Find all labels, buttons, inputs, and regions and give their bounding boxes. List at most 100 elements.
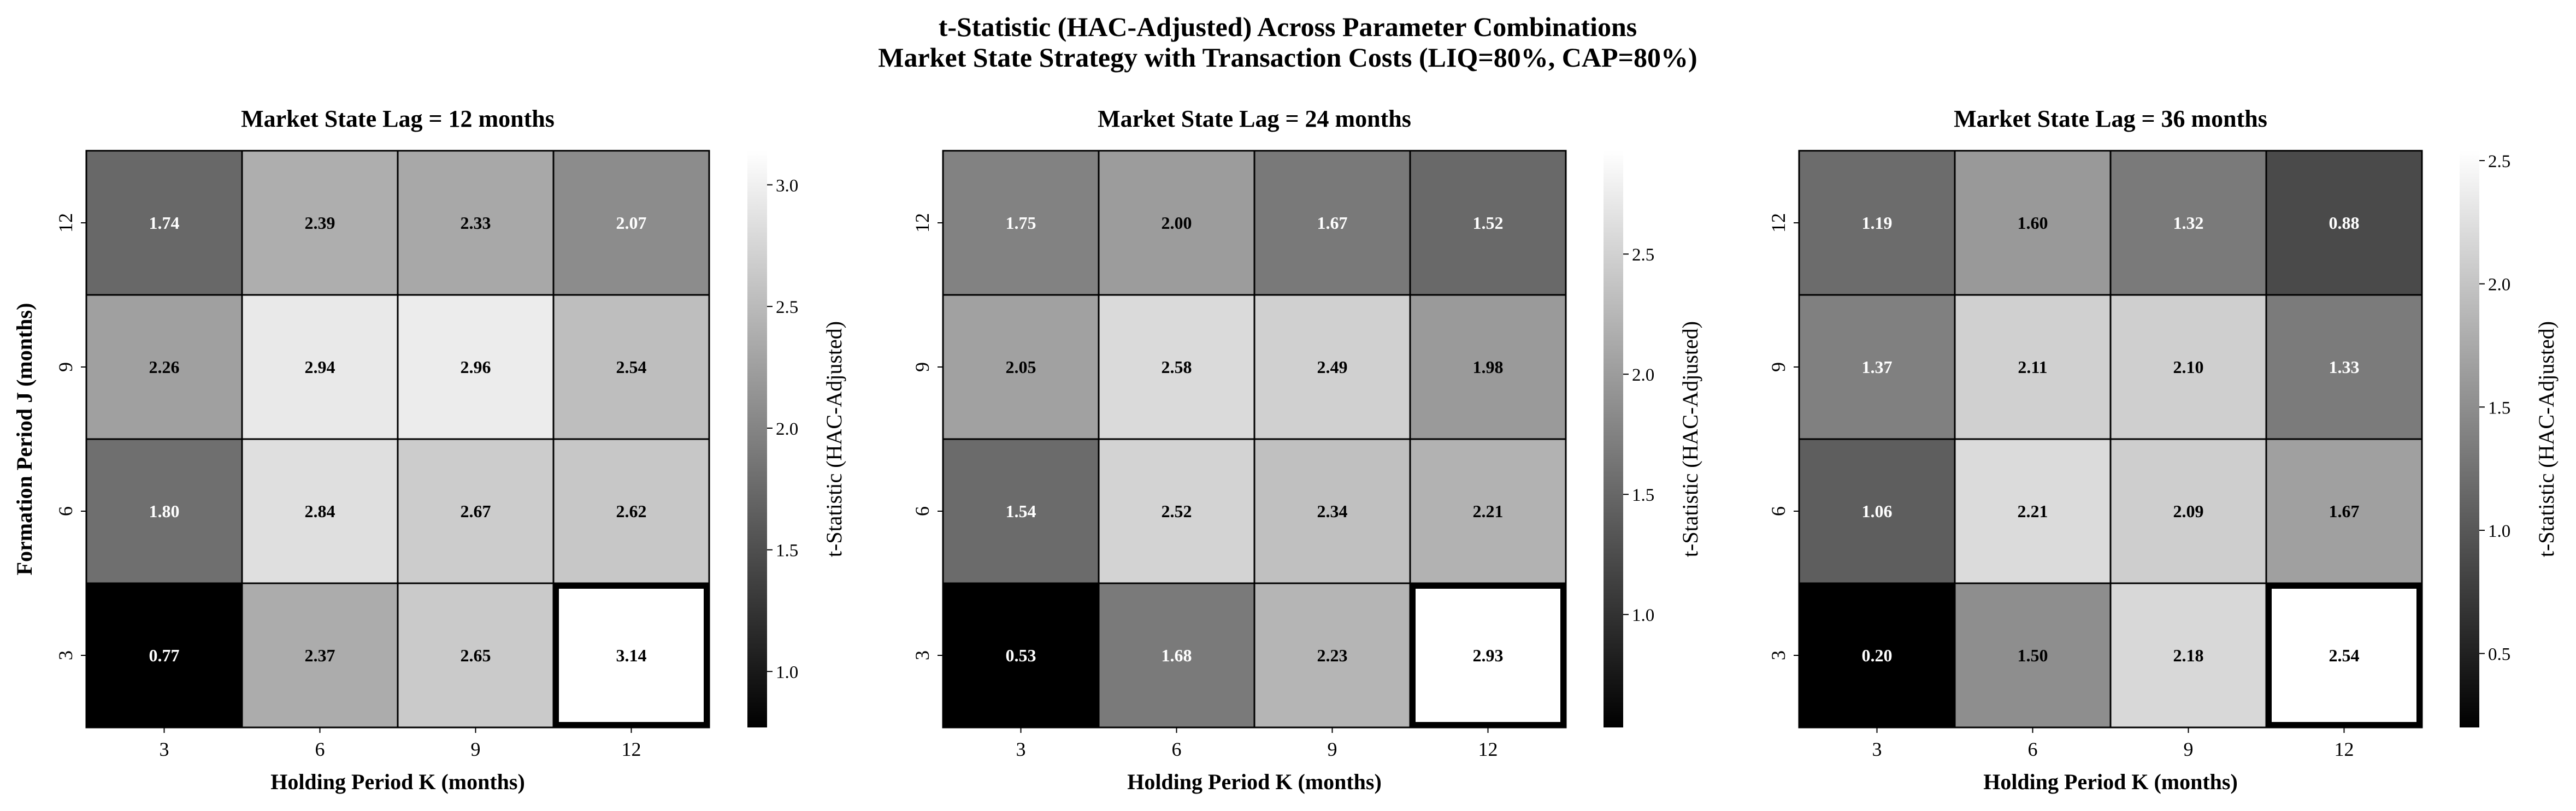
cell-value-label: 2.34 xyxy=(1317,501,1348,521)
cell-value-label: 1.60 xyxy=(2018,213,2048,233)
heatmap-panel-3: Market State Lag = 36 months 1.19 1.60 1.32… xyxy=(1767,105,2559,794)
heatmap-cell xyxy=(2265,294,2423,440)
heatmap-cell xyxy=(942,438,1100,584)
cell-value-label: 2.39 xyxy=(305,213,335,233)
cell-value-label: 1.54 xyxy=(1006,501,1036,521)
heatmap-cell xyxy=(552,294,710,440)
heatmap-cell xyxy=(2265,582,2423,729)
cell-value-label: 2.93 xyxy=(1473,646,1504,665)
cell-value-label: 2.09 xyxy=(2173,501,2204,521)
cell-value-label: 1.80 xyxy=(149,501,180,521)
y-tick-label: 6 xyxy=(911,506,933,516)
cell-value-label: 2.21 xyxy=(2018,501,2048,521)
heatmap-cell xyxy=(85,294,243,440)
cell-value-label: 2.62 xyxy=(616,501,647,521)
heatmap-cell xyxy=(1409,294,1567,440)
heatmap-cell xyxy=(1798,582,1956,729)
colorbar-tick-label: 2.0 xyxy=(2488,275,2510,295)
heatmap-panels: Market State Lag = 12 months 1.74 2.39 2.33… xyxy=(12,105,2559,794)
y-tick-label: 6 xyxy=(55,506,76,516)
cell-value-label: 2.00 xyxy=(1162,213,1192,233)
colorbar-tick-label: 2.0 xyxy=(776,419,798,439)
cell-value-label: 2.11 xyxy=(2018,357,2047,377)
y-tick-label: 12 xyxy=(911,213,933,233)
cell-value-label: 0.20 xyxy=(1862,646,1893,665)
highlight-best-cell xyxy=(2266,583,2422,727)
heatmap-cell xyxy=(1253,150,1411,296)
heatmap-cell xyxy=(241,438,399,584)
cell-value-label: 1.98 xyxy=(1473,357,1504,377)
figure-title-line-1: t-Statistic (HAC-Adjusted) Across Parame… xyxy=(939,11,1637,42)
heatmap-cell xyxy=(2265,438,2423,584)
heatmap-cell xyxy=(2265,150,2423,296)
heatmap-cell xyxy=(1954,438,2112,584)
heatmap-cell xyxy=(85,150,243,296)
colorbar-tick-label: 1.5 xyxy=(2488,398,2510,418)
colorbar-label: t-Statistic (HAC-Adjusted) xyxy=(1678,321,1702,557)
x-tick-label: 12 xyxy=(1478,738,1498,760)
colorbar-tick-label: 3.0 xyxy=(776,176,798,196)
cell-value-label: 2.67 xyxy=(461,501,491,521)
heatmap-cell xyxy=(397,150,555,296)
heatmap-cell xyxy=(2109,582,2267,729)
colorbar-tick-label: 1.0 xyxy=(2488,522,2510,541)
colorbar xyxy=(2460,151,2479,727)
highlight-best-cell xyxy=(553,583,709,727)
colorbar-label: t-Statistic (HAC-Adjusted) xyxy=(822,321,846,557)
cell-value-label: 1.68 xyxy=(1162,646,1192,665)
heatmap-cell xyxy=(942,582,1100,729)
y-tick-label: 3 xyxy=(911,650,933,660)
heatmap-cell xyxy=(397,582,555,729)
x-axis-label: Holding Period K (months) xyxy=(270,769,525,794)
y-tick-label: 12 xyxy=(1767,213,1789,233)
colorbar-label: t-Statistic (HAC-Adjusted) xyxy=(2534,321,2559,557)
cell-value-label: 2.54 xyxy=(2329,646,2360,665)
colorbar-tick-label: 2.5 xyxy=(2488,152,2510,171)
y-tick-label: 9 xyxy=(1767,362,1789,372)
heatmap-cell xyxy=(942,150,1100,296)
cell-value-label: 2.84 xyxy=(305,501,335,521)
heatmap-cell xyxy=(1098,438,1255,584)
cell-value-label: 2.52 xyxy=(1162,501,1192,521)
x-tick-label: 9 xyxy=(1328,738,1337,760)
cell-value-label: 2.10 xyxy=(2173,357,2204,377)
heatmap-cell xyxy=(942,294,1100,440)
heatmap-cell xyxy=(552,150,710,296)
cell-value-label: 2.21 xyxy=(1473,501,1504,521)
heatmap-cell xyxy=(1409,438,1567,584)
cell-value-label: 2.58 xyxy=(1162,357,1192,377)
colorbar xyxy=(747,151,767,727)
heatmap-cell xyxy=(552,438,710,584)
panel-title: Market State Lag = 36 months xyxy=(1954,105,2267,132)
x-tick-label: 12 xyxy=(2335,738,2354,760)
cell-value-label: 0.88 xyxy=(2329,213,2360,233)
cell-value-label: 2.94 xyxy=(305,357,335,377)
colorbar xyxy=(1604,151,1623,727)
heatmap-cell xyxy=(1798,294,1956,440)
panel-title: Market State Lag = 24 months xyxy=(1098,105,1411,132)
y-axis-label: Formation Period J (months) xyxy=(12,303,37,576)
y-tick-label: 3 xyxy=(55,650,76,660)
colorbar-tick-label: 2.5 xyxy=(1632,245,1654,265)
cell-value-label: 2.07 xyxy=(616,213,647,233)
heatmap-cell xyxy=(1409,150,1567,296)
cell-value-label: 2.23 xyxy=(1317,646,1348,665)
y-tick-label: 9 xyxy=(55,362,76,372)
y-tick-label: 6 xyxy=(1767,506,1789,516)
cell-value-label: 2.37 xyxy=(305,646,335,665)
x-tick-label: 12 xyxy=(622,738,641,760)
heatmap-cell xyxy=(1409,582,1567,729)
cell-value-label: 2.18 xyxy=(2173,646,2204,665)
cell-value-label: 3.14 xyxy=(616,646,647,665)
cell-value-label: 1.37 xyxy=(1862,357,1893,377)
heatmap-cell xyxy=(1098,150,1255,296)
heatmap-cell xyxy=(2109,150,2267,296)
cell-value-label: 1.67 xyxy=(2329,501,2360,521)
heatmap-cell xyxy=(241,150,399,296)
colorbar-tick-label: 2.0 xyxy=(1632,365,1654,385)
heatmap-cell xyxy=(1954,582,2112,729)
cell-value-label: 1.52 xyxy=(1473,213,1504,233)
x-tick-label: 9 xyxy=(471,738,481,760)
heatmap-cell xyxy=(1954,294,2112,440)
